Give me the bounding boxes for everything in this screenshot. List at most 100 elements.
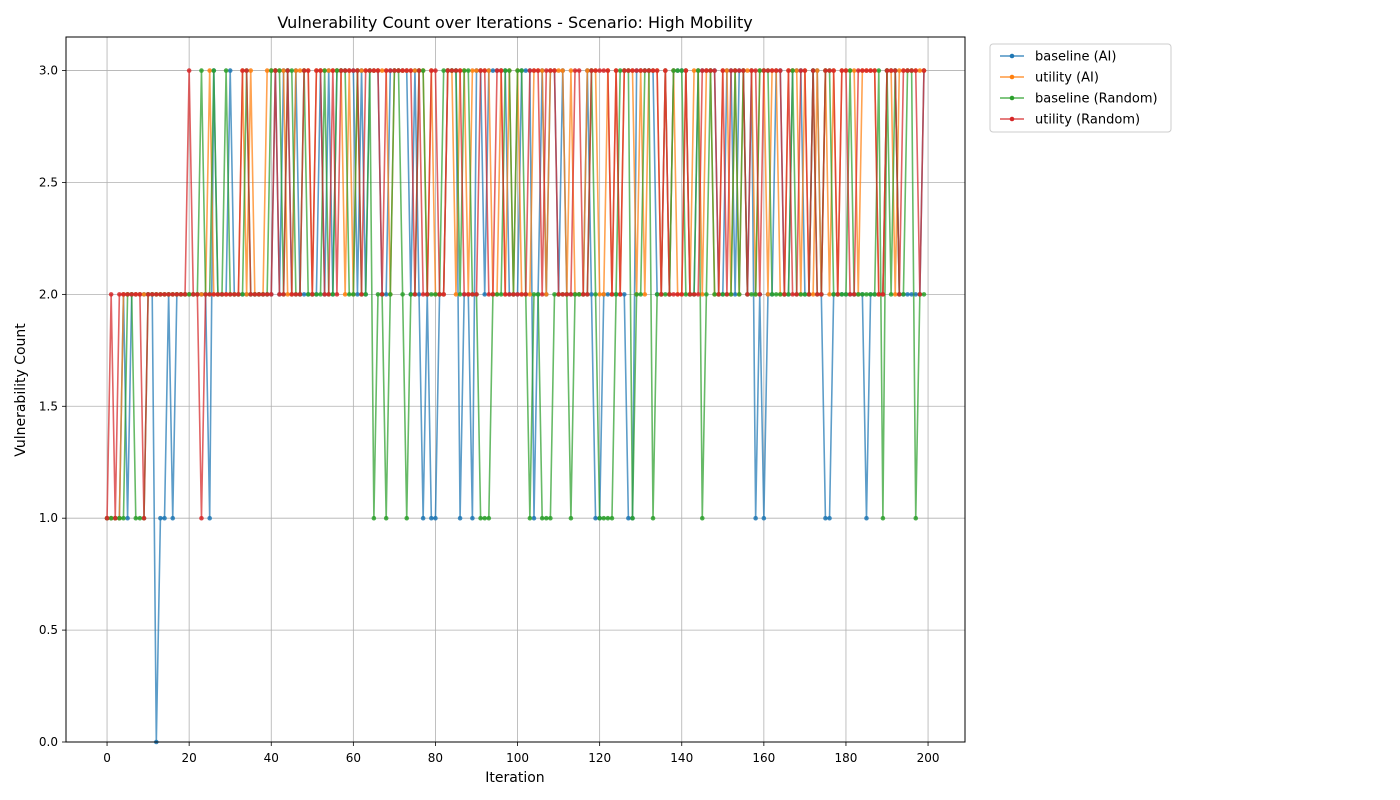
data-point: [905, 292, 910, 297]
data-point: [486, 515, 492, 521]
data-point: [527, 292, 533, 297]
data-point: [502, 292, 508, 297]
data-point: [888, 292, 894, 297]
data-point: [634, 292, 639, 297]
y-tick-label: 0.5: [39, 623, 58, 637]
data-point: [683, 292, 689, 297]
data-point: [712, 68, 717, 73]
x-tick-label: 100: [506, 751, 529, 765]
data-point: [412, 68, 418, 73]
data-point: [162, 292, 167, 297]
data-point: [227, 68, 233, 73]
data-point: [363, 292, 368, 297]
data-point: [884, 68, 890, 73]
data-point: [461, 292, 467, 297]
data-point: [609, 292, 615, 297]
data-point: [375, 68, 381, 73]
data-point: [104, 515, 110, 521]
data-point: [913, 292, 919, 297]
data-point: [268, 292, 274, 297]
data-point: [367, 68, 373, 73]
axis-ticks: 0 20 40 60 80 100 120 140 160 180 200 0.0 0.5 1.0 1.5 2…: [39, 64, 940, 765]
data-point: [416, 292, 422, 297]
data-point: [305, 68, 311, 73]
x-tick-label: 200: [917, 751, 940, 765]
data-point: [786, 68, 791, 73]
data-point: [810, 292, 816, 297]
data-point: [498, 68, 504, 73]
data-point: [552, 292, 557, 297]
data-point: [314, 292, 319, 297]
data-point: [556, 292, 561, 297]
data-point: [149, 292, 155, 297]
data-point: [810, 68, 816, 73]
data-point: [535, 292, 541, 297]
data-point: [761, 515, 767, 521]
data-point: [281, 68, 286, 73]
data-point: [728, 68, 734, 73]
data-point: [334, 292, 340, 297]
data-point: [482, 515, 488, 521]
data-point: [777, 292, 783, 297]
data-point: [691, 292, 697, 297]
data-point: [490, 68, 496, 73]
data-point: [913, 68, 919, 73]
data-point: [137, 515, 143, 521]
data-point: [720, 68, 726, 73]
data-point: [704, 68, 709, 73]
data-point: [851, 292, 857, 297]
data-point: [486, 292, 492, 297]
data-point: [786, 292, 791, 297]
y-tick-label: 1.5: [39, 399, 58, 413]
data-point: [654, 292, 660, 297]
data-point: [699, 292, 705, 297]
x-tick-label: 40: [264, 751, 279, 765]
data-point: [359, 68, 364, 73]
data-point: [798, 292, 804, 297]
data-point: [650, 68, 656, 73]
data-point: [453, 292, 459, 297]
data-point: [346, 68, 352, 73]
data-point: [864, 515, 869, 521]
data-point: [564, 292, 570, 297]
data-point: [560, 68, 566, 73]
data-point: [375, 292, 381, 297]
data-point: [765, 68, 771, 73]
data-point: [552, 68, 557, 73]
data-point: [560, 292, 566, 297]
data-point: [728, 292, 734, 297]
data-point: [474, 292, 479, 297]
data-point: [646, 68, 652, 73]
data-point: [125, 515, 130, 521]
data-point: [589, 292, 594, 297]
data-point: [888, 68, 894, 73]
data-point: [642, 68, 648, 73]
data-point: [843, 292, 849, 297]
data-point: [650, 515, 656, 521]
data-point: [137, 292, 143, 297]
data-point: [732, 68, 738, 73]
data-point: [695, 292, 701, 297]
data-point: [223, 292, 229, 297]
data-point: [609, 515, 615, 521]
data-point: [244, 292, 249, 297]
data-point: [749, 68, 754, 73]
data-point: [199, 515, 204, 521]
data-point: [667, 292, 672, 297]
data-point: [408, 68, 414, 73]
data-point: [539, 68, 545, 73]
data-point: [346, 292, 352, 297]
data-point: [330, 292, 336, 297]
data-point: [108, 515, 114, 521]
data-point: [835, 292, 841, 297]
data-point: [289, 68, 295, 73]
data-point: [355, 292, 360, 297]
data-point: [613, 68, 619, 73]
data-point: [872, 68, 877, 73]
data-point: [601, 68, 607, 73]
data-point: [605, 515, 611, 521]
data-point: [470, 515, 475, 521]
data-point: [868, 68, 873, 73]
data-point: [753, 515, 758, 521]
data-point: [736, 292, 742, 297]
